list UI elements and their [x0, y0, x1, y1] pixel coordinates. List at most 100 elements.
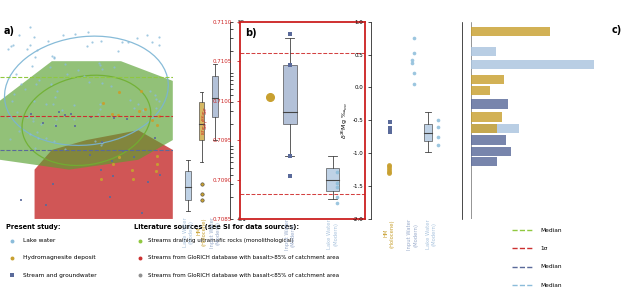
Text: Literature sources (see SI for data sources):: Literature sources (see SI for data sour… [134, 224, 300, 230]
Point [25, 132, 35, 136]
Point [150, 135, 161, 140]
Text: b): b) [245, 28, 257, 38]
Point [155, 173, 165, 177]
Point [109, 116, 119, 120]
Point [134, 273, 145, 277]
Point [60, 147, 70, 151]
Point [138, 108, 148, 112]
Point [285, 173, 295, 178]
Point [407, 57, 417, 62]
Point [108, 174, 118, 179]
Point [285, 153, 295, 158]
Point [385, 126, 395, 130]
Bar [471, 60, 595, 69]
Point [97, 66, 107, 71]
Point [95, 62, 106, 67]
Point [84, 153, 95, 158]
Point [132, 102, 143, 106]
Point [383, 167, 394, 172]
Point [433, 143, 443, 148]
Polygon shape [35, 130, 173, 219]
Point [34, 78, 44, 82]
Point [383, 163, 394, 167]
Point [16, 198, 26, 203]
Text: Streams from GloRICH database with basalt>85% of catchment area: Streams from GloRICH database with basal… [148, 255, 340, 260]
Point [58, 33, 68, 38]
Point [150, 169, 161, 173]
Point [107, 159, 117, 163]
Point [113, 48, 123, 53]
Point [433, 125, 443, 129]
Point [90, 139, 100, 144]
Point [57, 108, 67, 112]
Point [285, 63, 295, 68]
Bar [471, 124, 497, 133]
Point [4, 114, 14, 119]
Point [26, 112, 36, 116]
Point [134, 256, 145, 260]
Text: Lake water: Lake water [23, 238, 56, 243]
Text: Stream and groundwater: Stream and groundwater [23, 273, 97, 278]
Y-axis label: $^{87}$Sr/$^{86}$Sr: $^{87}$Sr/$^{86}$Sr [201, 106, 211, 135]
Point [49, 55, 59, 60]
Point [154, 114, 164, 119]
Point [134, 109, 144, 114]
Point [408, 36, 419, 41]
Point [36, 121, 46, 126]
Point [132, 35, 142, 40]
Point [106, 84, 116, 88]
Point [27, 64, 37, 68]
Point [22, 46, 33, 51]
Point [41, 136, 51, 140]
Point [332, 195, 342, 199]
Point [44, 39, 54, 43]
Point [152, 154, 162, 158]
Point [147, 117, 157, 122]
Point [29, 35, 40, 40]
Bar [471, 135, 506, 145]
Point [409, 71, 419, 75]
Point [152, 123, 163, 128]
Point [93, 112, 103, 116]
Point [68, 103, 79, 107]
Point [28, 119, 38, 123]
Bar [471, 86, 490, 95]
Point [107, 112, 117, 116]
Bar [471, 157, 497, 166]
Point [52, 89, 62, 93]
Point [28, 116, 38, 120]
Point [97, 177, 107, 181]
Point [82, 44, 92, 48]
Text: HM
(Holocene): HM (Holocene) [196, 217, 207, 246]
Point [128, 176, 138, 181]
Point [142, 32, 152, 37]
Point [332, 169, 342, 174]
Point [154, 99, 164, 104]
Point [66, 112, 76, 117]
Point [196, 192, 207, 196]
Point [5, 136, 15, 141]
Point [25, 24, 35, 29]
Point [137, 211, 147, 216]
Point [140, 107, 150, 112]
Point [408, 51, 419, 56]
Point [60, 62, 70, 67]
Point [83, 80, 93, 85]
Point [113, 113, 124, 117]
Text: Median: Median [541, 228, 563, 233]
Text: Streams draining ultramafic rocks (monolithological): Streams draining ultramafic rocks (monol… [148, 238, 294, 243]
Bar [471, 47, 495, 56]
Point [151, 96, 161, 101]
Point [29, 55, 40, 59]
Point [118, 148, 129, 153]
Text: Input Water
(Modern): Input Water (Modern) [210, 217, 221, 248]
Point [14, 32, 24, 37]
Text: a): a) [3, 26, 15, 36]
Point [122, 117, 132, 122]
Point [72, 68, 83, 73]
Point [95, 39, 106, 44]
Point [7, 99, 17, 104]
Point [29, 98, 39, 103]
Text: c): c) [611, 25, 621, 35]
Polygon shape [0, 61, 173, 170]
